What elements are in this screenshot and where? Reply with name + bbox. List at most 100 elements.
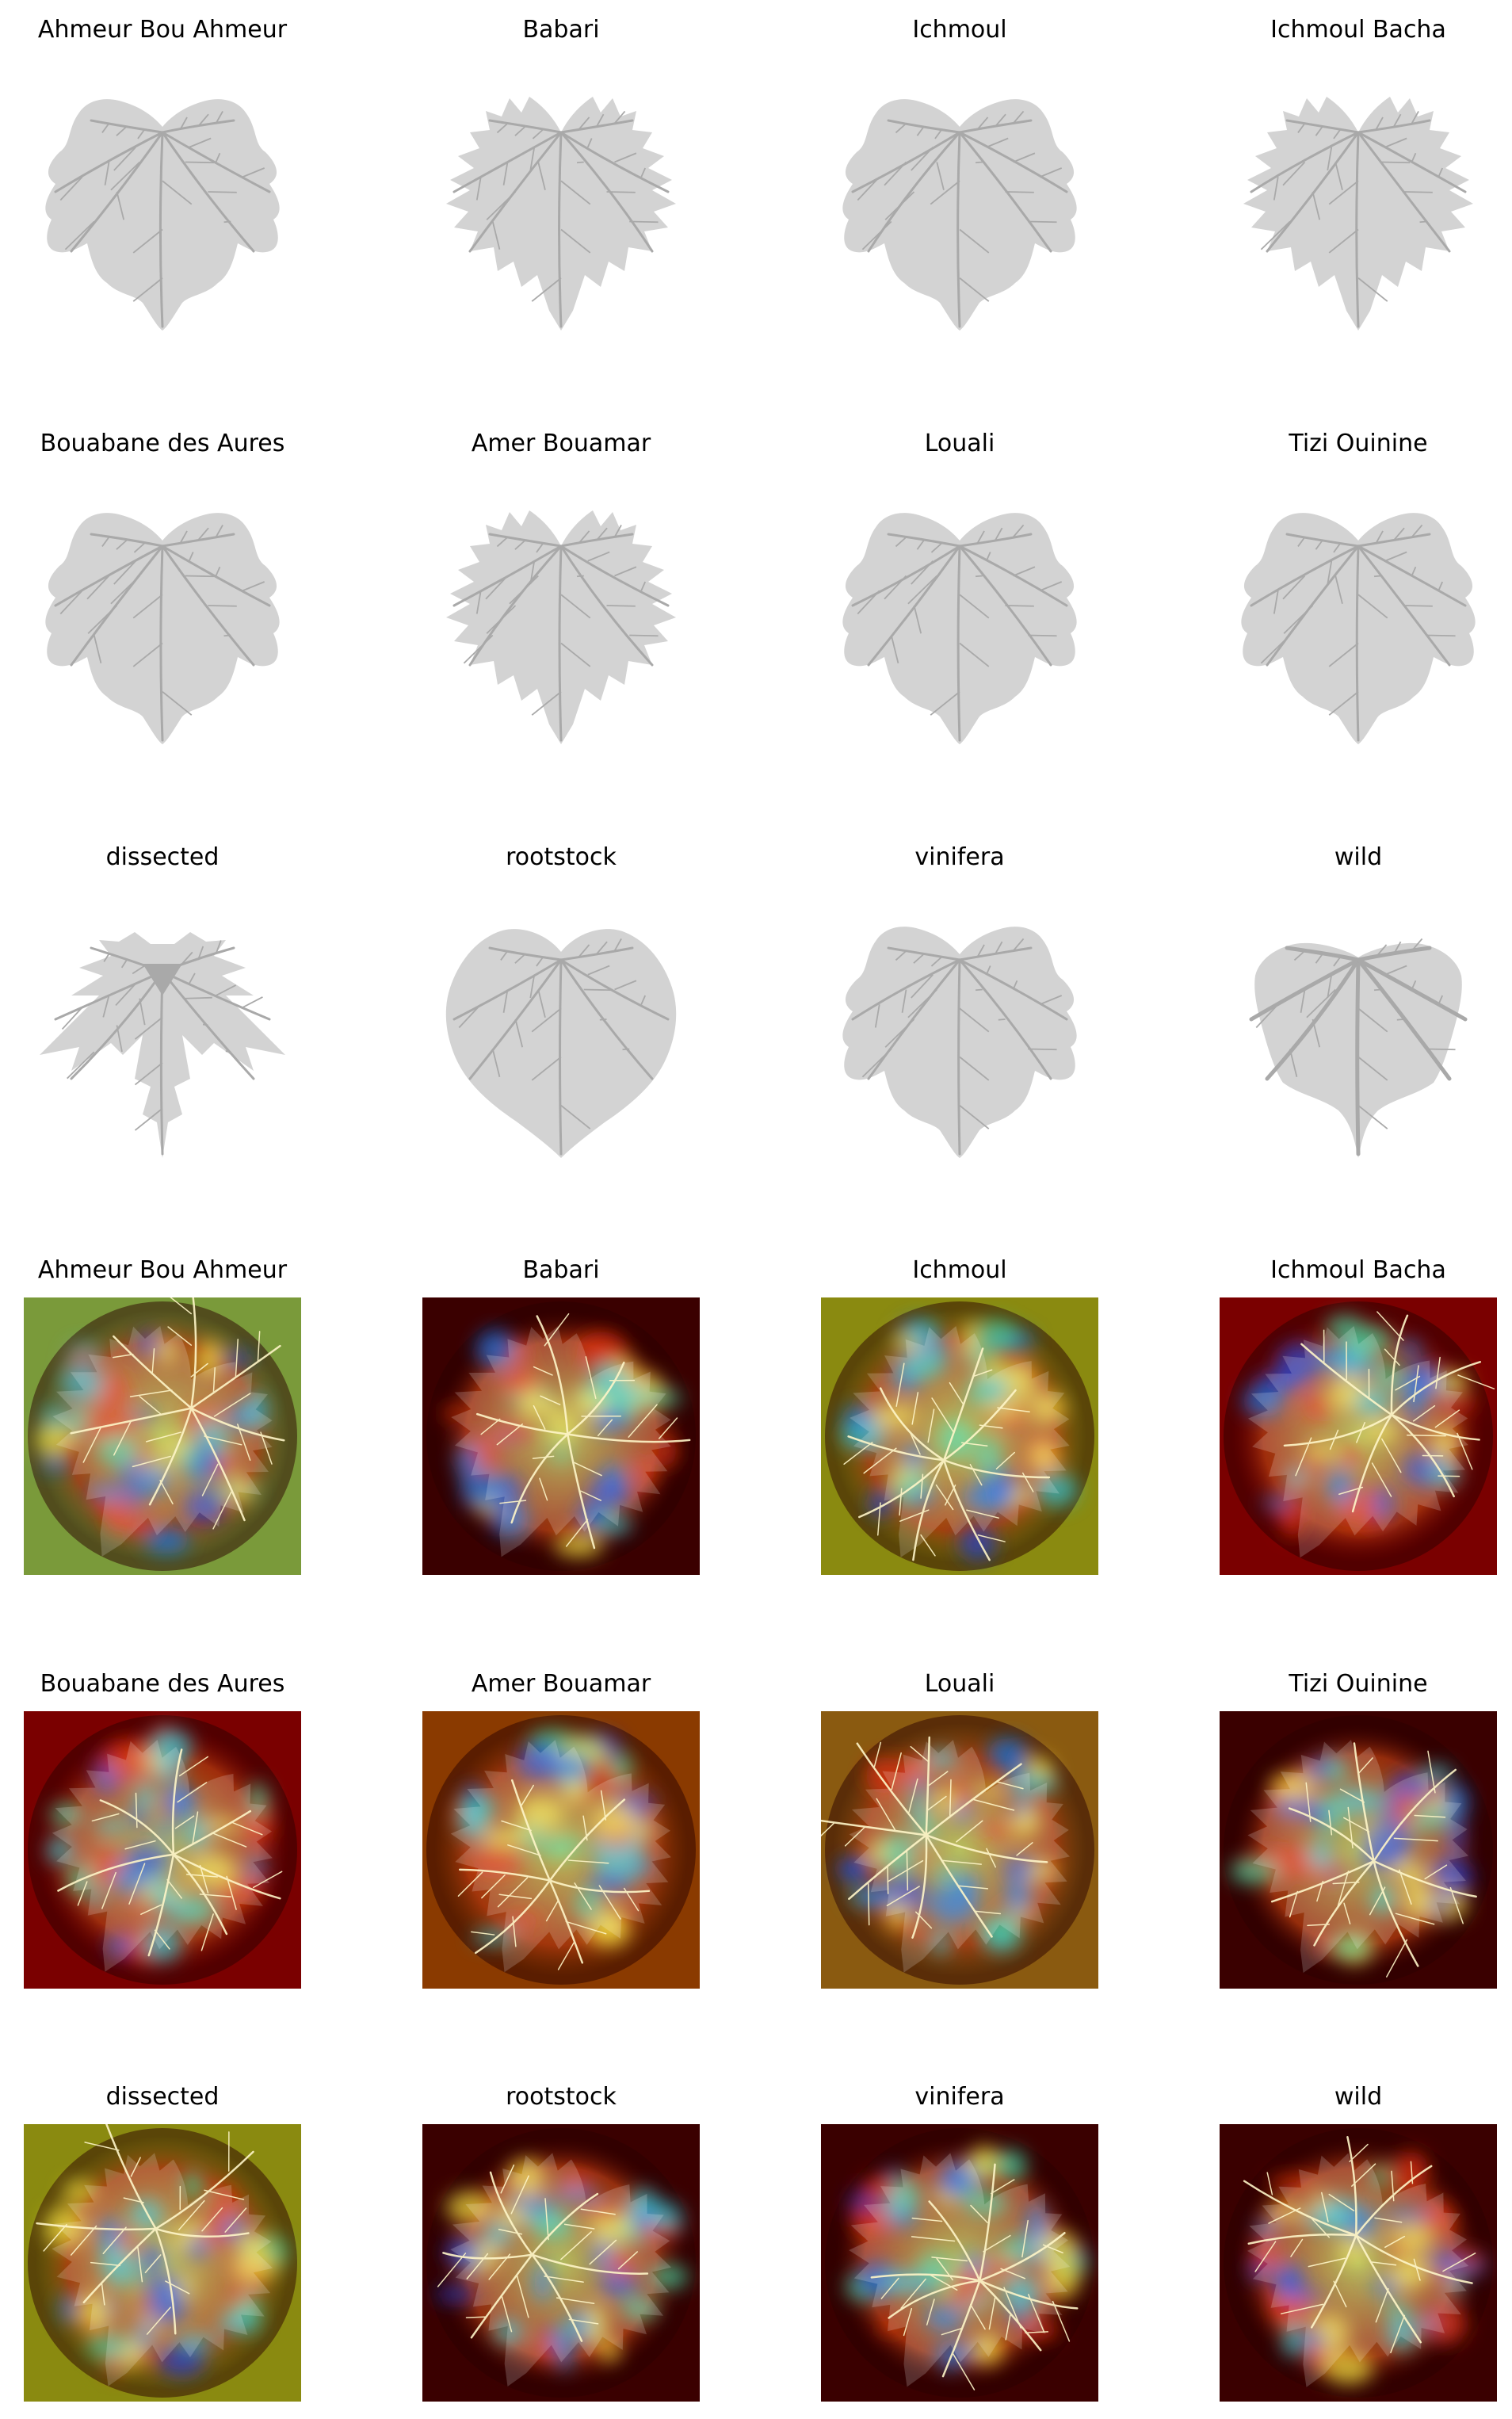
- panel-title: Amer Bouamar: [471, 1670, 651, 1698]
- saliency-panel-babari: Babari: [422, 1256, 700, 1581]
- saliency-heatmap-image: [803, 1711, 1098, 1989]
- saliency-panel-ichmoul: Ichmoul: [821, 1256, 1098, 1581]
- leaf-panel-louali: Louali: [821, 430, 1098, 755]
- saliency-panel-louali: Louali: [803, 1670, 1098, 1995]
- panel-title: Ichmoul: [912, 16, 1007, 44]
- panel-title: Ichmoul Bacha: [1270, 1256, 1446, 1284]
- saliency-heatmap-image: [24, 1281, 301, 1575]
- saliency-blobs: [846, 2146, 1089, 2371]
- panel-title: Louali: [924, 430, 995, 457]
- leaf-panel-rootstock: rootstock: [422, 843, 700, 1168]
- leaf-shape-image: [24, 57, 301, 334]
- vein-highlights: [1283, 1311, 1495, 1513]
- leaf-shape-image: [1220, 57, 1497, 334]
- saliency-heatmap-image: [1220, 2124, 1497, 2402]
- leaf-shape-image: [24, 885, 301, 1162]
- vein-highlights: [1270, 1742, 1477, 1978]
- vein-highlights: [70, 1281, 285, 1530]
- leaf-blade: [1249, 938, 1468, 1158]
- panel-title: Bouabane des Aures: [40, 1670, 285, 1698]
- vein-highlights: [1243, 2135, 1476, 2354]
- saliency-panel-wild: wild: [1220, 2083, 1497, 2408]
- panel-title: Tizi Ouinine: [1289, 1670, 1428, 1698]
- panel-title: Ichmoul Bacha: [1270, 16, 1446, 44]
- panel-title: rootstock: [506, 843, 617, 871]
- vein-highlights: [57, 1748, 283, 1957]
- panel-title: dissected: [105, 843, 220, 871]
- panel-title: Tizi Ouinine: [1289, 430, 1428, 457]
- leaf-shape-image: [821, 885, 1098, 1162]
- vein-highlights: [843, 1347, 1051, 1561]
- leaf-panel-bouabane-des-aures: Bouabane des Aures: [24, 430, 301, 755]
- panel-title: wild: [1334, 843, 1383, 871]
- saliency-panel-dissected: dissected: [24, 2083, 301, 2408]
- saliency-heatmap-image: [821, 1297, 1098, 1575]
- saliency-heatmap-image: [24, 2123, 301, 2402]
- panel-title: Ichmoul: [912, 1256, 1007, 1284]
- vein-highlights: [437, 2164, 649, 2342]
- leaf-blade: [1241, 513, 1476, 744]
- saliency-heatmap-image: [422, 2124, 700, 2402]
- leaf-shape-image: [24, 471, 301, 748]
- leaf-shape-image: [1220, 471, 1497, 748]
- panel-title: Ahmeur Bou Ahmeur: [37, 1256, 288, 1284]
- saliency-heatmap-image: [1220, 1297, 1497, 1575]
- leaf-shape-image: [821, 57, 1098, 334]
- leaf-blade: [45, 513, 280, 744]
- leaf-shape-image: [422, 57, 700, 334]
- panel-title: Bouabane des Aures: [40, 430, 285, 457]
- saliency-blobs: [1229, 1753, 1472, 1964]
- panel-title: vinifera: [914, 843, 1005, 871]
- leaf-shape-image: [821, 471, 1098, 748]
- panel-title: vinifera: [914, 2083, 1005, 2111]
- leaf-panel-ichmoul: Ichmoul: [821, 16, 1098, 341]
- saliency-panel-rootstock: rootstock: [422, 2083, 700, 2408]
- leaf-shape-image: [422, 471, 700, 748]
- vein-highlights: [870, 2163, 1079, 2390]
- leaf-blade: [445, 929, 677, 1158]
- leaf-blade: [446, 510, 676, 744]
- leaf-panel-ichmoul-bacha: Ichmoul Bacha: [1220, 16, 1497, 341]
- leaf-panel-ahmeur-bou-ahmeur: Ahmeur Bou Ahmeur: [24, 16, 301, 341]
- saliency-panel-ichmoul-bacha: Ichmoul Bacha: [1220, 1256, 1497, 1581]
- leaf-blade: [842, 513, 1077, 744]
- saliency-panel-tizi-ouinine: Tizi Ouinine: [1220, 1670, 1497, 1995]
- panel-title: Louali: [924, 1670, 995, 1698]
- leaf-blade: [842, 927, 1077, 1158]
- leaf-blade: [1243, 97, 1473, 331]
- saliency-heatmap-image: [422, 1711, 700, 1989]
- saliency-panel-ahmeur-bou-ahmeur: Ahmeur Bou Ahmeur: [24, 1256, 301, 1581]
- leaf-blade: [40, 932, 285, 1158]
- panel-title: dissected: [105, 2083, 220, 2111]
- leaf-panel-amer-bouamar: Amer Bouamar: [422, 430, 700, 755]
- leaf-shape-image: [1220, 885, 1497, 1162]
- panel-title: wild: [1334, 2083, 1383, 2111]
- saliency-heatmap-image: [24, 1711, 301, 1989]
- leaf-panel-dissected: dissected: [24, 843, 301, 1168]
- vein-highlights: [36, 2123, 254, 2335]
- saliency-blobs: [44, 2169, 288, 2377]
- saliency-panel-amer-bouamar: Amer Bouamar: [422, 1670, 700, 1995]
- leaf-panel-tizi-ouinine: Tizi Ouinine: [1220, 430, 1497, 755]
- panel-title: rootstock: [506, 2083, 617, 2111]
- vein-highlights: [803, 1736, 1048, 1939]
- saliency-panel-vinifera: vinifera: [821, 2083, 1098, 2408]
- leaf-panel-wild: wild: [1220, 843, 1497, 1168]
- saliency-panel-bouabane-des-aures: Bouabane des Aures: [24, 1670, 301, 1995]
- leaf-shape-image: [422, 885, 700, 1162]
- panel-title: Amer Bouamar: [471, 430, 651, 457]
- saliency-heatmap-image: [422, 1297, 700, 1575]
- vein-highlights: [475, 1313, 691, 1550]
- saliency-heatmap-image: [821, 2124, 1098, 2402]
- saliency-blobs: [435, 2159, 689, 2371]
- leaf-blade: [45, 99, 280, 331]
- saliency-heatmap-image: [1220, 1711, 1497, 1989]
- saliency-blobs: [841, 1319, 1078, 1561]
- leaf-panel-vinifera: vinifera: [821, 843, 1098, 1168]
- panel-title: Ahmeur Bou Ahmeur: [37, 16, 288, 44]
- leaf-blade: [842, 99, 1077, 331]
- saliency-blobs: [453, 1729, 657, 1947]
- leaf-panel-babari: Babari: [422, 16, 700, 341]
- panel-title: Babari: [522, 1256, 600, 1284]
